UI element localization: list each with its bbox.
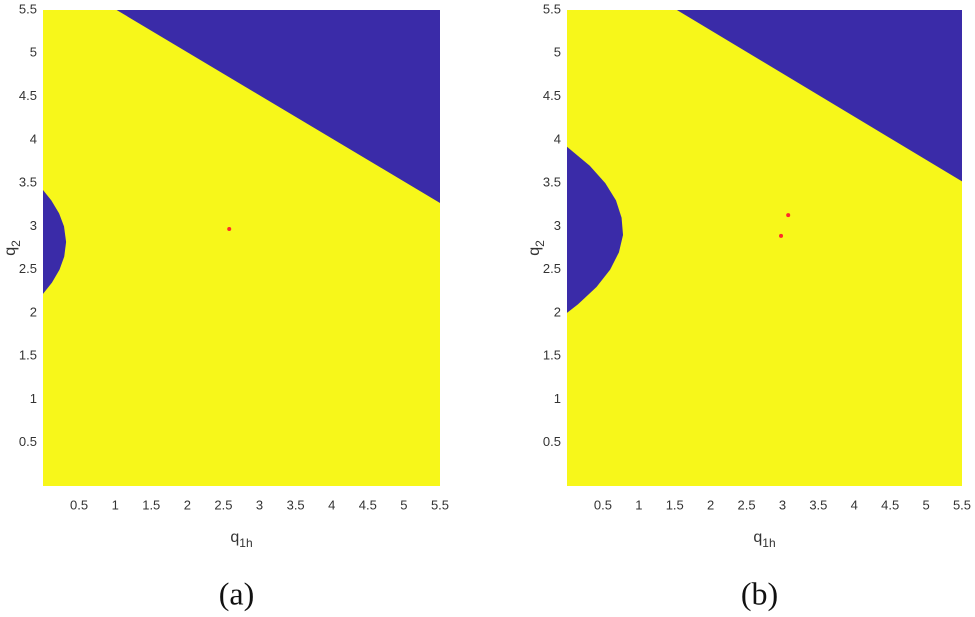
x-tick-label: 1.5 bbox=[142, 497, 160, 512]
y-axis-label-sub: 2 bbox=[533, 240, 547, 247]
y-tick-label: 4 bbox=[554, 131, 561, 146]
panel: 0.5 1 1.5 2 2.5 3 3.5 4 4.5 5 5.5 0.5 1 1.5 2 2.5 3 3.5 4 4… bbox=[2, 1, 449, 611]
y-tick-label: 4.5 bbox=[19, 88, 37, 103]
x-axis-label-sub: 1h bbox=[239, 536, 252, 550]
y-tick-label: 3 bbox=[30, 218, 37, 233]
equilibrium-point bbox=[227, 227, 231, 231]
y-tick-label: 5.5 bbox=[543, 1, 561, 16]
x-tick-label: 3.5 bbox=[287, 497, 305, 512]
y-tick-label: 2 bbox=[30, 304, 37, 319]
y-tick-label: 1.5 bbox=[543, 348, 561, 363]
y-tick-label: 3.5 bbox=[19, 175, 37, 190]
panel-caption: (b) bbox=[741, 575, 778, 611]
y-tick-label: 5 bbox=[554, 45, 561, 60]
y-tick-label: 1.5 bbox=[19, 348, 37, 363]
y-tick-label: 2 bbox=[554, 304, 561, 319]
x-tick-label: 4 bbox=[328, 497, 335, 512]
x-tick-label: 4.5 bbox=[359, 497, 377, 512]
x-tick-label: 2 bbox=[707, 497, 714, 512]
x-tick-label: 3 bbox=[256, 497, 263, 512]
x-tick-label: 5.5 bbox=[953, 497, 971, 512]
y-tick-label: 4 bbox=[30, 131, 37, 146]
x-axis-label-main: q bbox=[230, 529, 239, 546]
x-tick-label: 4 bbox=[851, 497, 858, 512]
y-tick-label: 2.5 bbox=[543, 261, 561, 276]
y-tick-label: 0.5 bbox=[19, 434, 37, 449]
y-tick-label: 3 bbox=[554, 218, 561, 233]
y-tick-label: 4.5 bbox=[543, 88, 561, 103]
x-tick-label: 2.5 bbox=[214, 497, 232, 512]
x-tick-label: 5 bbox=[400, 497, 407, 512]
x-axis-label: q1h bbox=[230, 529, 252, 550]
y-tick-label: 5.5 bbox=[19, 1, 37, 16]
panel: 0.5 1 1.5 2 2.5 3 3.5 4 4.5 5 5.5 0.5 1 1.5 2 2.5 3 3.5 4 4… bbox=[526, 1, 971, 611]
x-tick-label: 4.5 bbox=[881, 497, 899, 512]
x-tick-label: 1 bbox=[635, 497, 642, 512]
y-tick-label: 2.5 bbox=[19, 261, 37, 276]
x-tick-label: 2.5 bbox=[738, 497, 756, 512]
y-axis-label: q2 bbox=[526, 240, 547, 256]
panel-caption: (a) bbox=[219, 575, 255, 611]
x-tick-label: 1.5 bbox=[666, 497, 684, 512]
y-axis-label: q2 bbox=[2, 240, 23, 256]
x-axis-label-main: q bbox=[753, 529, 762, 546]
y-tick-label: 1 bbox=[30, 391, 37, 406]
x-tick-label: 5.5 bbox=[431, 497, 449, 512]
x-tick-label: 3 bbox=[779, 497, 786, 512]
y-axis-label-main: q bbox=[2, 247, 19, 256]
y-tick-label: 1 bbox=[554, 391, 561, 406]
x-tick-label: 5 bbox=[922, 497, 929, 512]
equilibrium-point bbox=[779, 234, 783, 238]
x-tick-label: 1 bbox=[112, 497, 119, 512]
x-axis-label: q1h bbox=[753, 529, 775, 550]
x-tick-label: 0.5 bbox=[70, 497, 88, 512]
y-axis-label-main: q bbox=[526, 247, 543, 256]
y-axis-label-sub: 2 bbox=[9, 240, 23, 247]
x-tick-label: 0.5 bbox=[594, 497, 612, 512]
x-tick-label: 2 bbox=[184, 497, 191, 512]
y-tick-label: 5 bbox=[30, 45, 37, 60]
y-tick-label: 3.5 bbox=[543, 175, 561, 190]
equilibrium-point bbox=[786, 213, 790, 217]
y-tick-label: 0.5 bbox=[543, 434, 561, 449]
x-axis-label-sub: 1h bbox=[762, 536, 775, 550]
x-tick-label: 3.5 bbox=[809, 497, 827, 512]
